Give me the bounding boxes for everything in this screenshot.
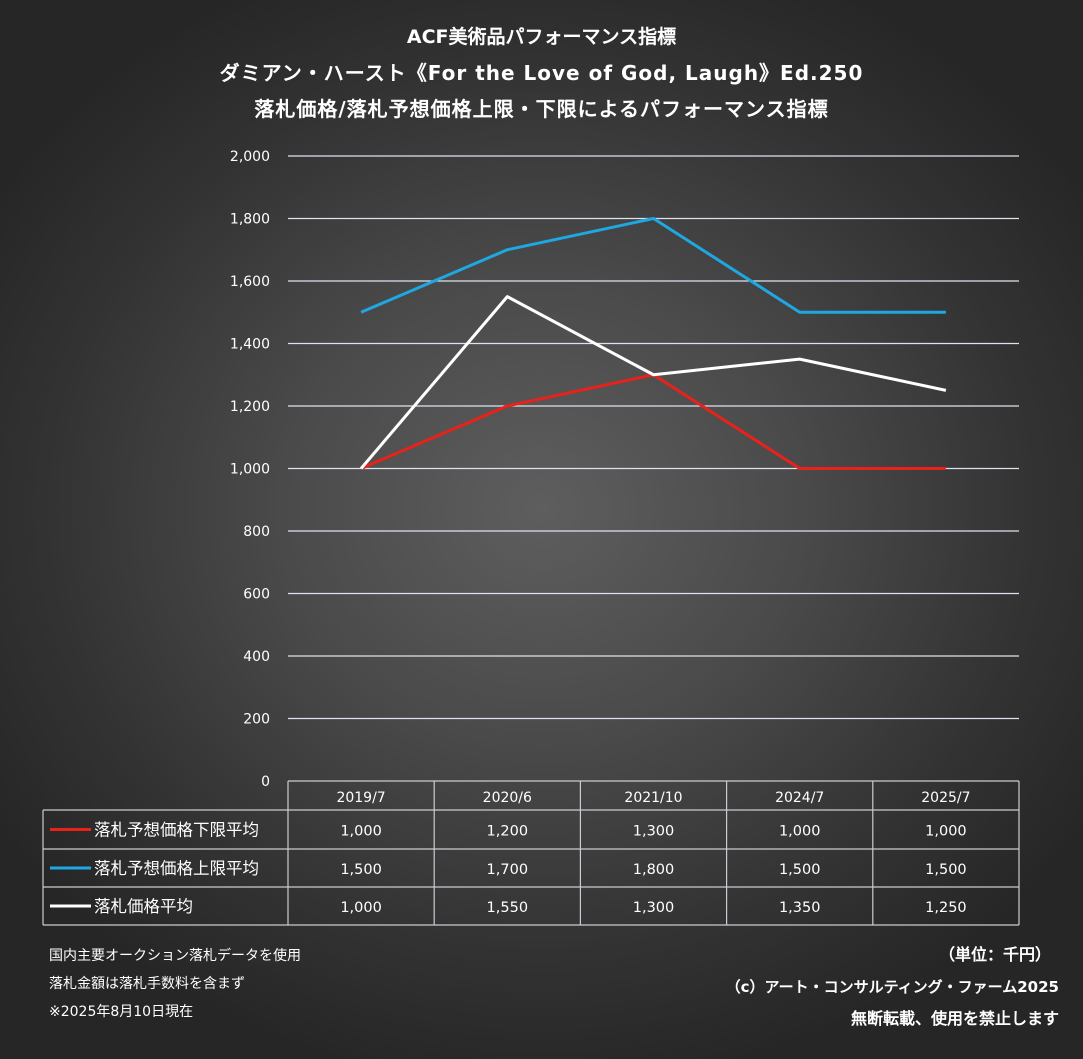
- data-label: 1,000: [925, 824, 967, 840]
- copyright: （c）アート・コンサルティング・ファーム2025: [725, 978, 1059, 996]
- data-label: 1,000: [340, 900, 382, 916]
- y-tick-label: 2,000: [230, 149, 270, 165]
- series-line: [360, 373, 946, 470]
- y-tick-label: 1,600: [230, 274, 270, 290]
- source-note: 国内主要オークション落札データを使用: [49, 948, 301, 964]
- x-tick-label: 2019/7: [336, 790, 385, 806]
- data-label: 1,000: [340, 824, 382, 840]
- y-tick-label: 1,200: [230, 399, 270, 415]
- chart-title: ACF美術品パフォーマンス指標: [406, 26, 677, 48]
- x-tick-label: 2025/7: [921, 790, 970, 806]
- chart-subtitle: ダミアン・ハースト《For the Love of God, Laugh》Ed.…: [219, 61, 864, 85]
- data-label: 1,700: [487, 862, 529, 878]
- x-tick-label: 2021/10: [624, 790, 682, 806]
- data-label: 1,000: [779, 824, 821, 840]
- data-label: 1,500: [925, 862, 967, 878]
- y-tick-label: 600: [243, 587, 270, 603]
- data-label: 1,300: [633, 824, 675, 840]
- data-label: 1,300: [633, 900, 675, 916]
- date-note: ※2025年8月10日現在: [49, 1004, 194, 1020]
- data-label: 1,350: [779, 900, 821, 916]
- y-tick-label: 1,800: [230, 212, 270, 228]
- legend-label: 落札予想価格下限平均: [94, 821, 259, 840]
- x-tick-label: 2024/7: [775, 790, 824, 806]
- unit-label: （単位：千円）: [938, 945, 1051, 964]
- fee-note: 落札金額は落札手数料を含まず: [49, 976, 245, 992]
- y-tick-label: 400: [243, 649, 270, 665]
- data-label: 1,500: [779, 862, 821, 878]
- data-label: 1,550: [487, 900, 529, 916]
- x-tick-label: 2020/6: [483, 790, 532, 806]
- legend-label: 落札予想価格上限平均: [94, 859, 259, 878]
- chart-subtitle-2: 落札価格/落札予想価格上限・下限によるパフォーマンス指標: [254, 97, 829, 121]
- legend-label: 落札価格平均: [94, 897, 193, 916]
- data-label: 1,800: [633, 862, 675, 878]
- series-line: [359, 295, 947, 470]
- data-label: 1,500: [340, 862, 382, 878]
- y-tick-label: 0: [261, 774, 270, 790]
- y-tick-label: 800: [243, 524, 270, 540]
- series-line: [360, 217, 946, 314]
- y-tick-label: 1,400: [230, 337, 270, 353]
- rights-notice: 無断転載、使用を禁止します: [850, 1009, 1059, 1028]
- y-tick-label: 1,000: [230, 462, 270, 478]
- data-label: 1,200: [487, 824, 529, 840]
- data-label: 1,250: [925, 900, 967, 916]
- y-tick-label: 200: [243, 712, 270, 728]
